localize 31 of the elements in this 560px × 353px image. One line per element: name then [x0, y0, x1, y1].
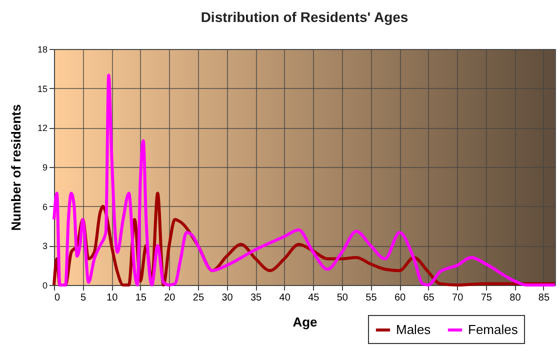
x-tick-label: 60: [394, 292, 406, 304]
x-tick-label: 80: [510, 292, 522, 304]
y-tick-label: 6: [42, 202, 48, 212]
x-tick-label: 75: [480, 292, 492, 304]
x-tick-label: 15: [135, 292, 147, 304]
x-tick-label: 20: [164, 292, 176, 304]
x-tick-label: 55: [366, 292, 378, 304]
x-tick-label: 35: [250, 292, 262, 304]
x-tick-label: 65: [423, 292, 435, 304]
x-tick-label: 70: [452, 292, 464, 304]
y-tick-label: 12: [37, 123, 48, 134]
y-tick-label: 15: [37, 84, 48, 94]
x-axis-title: Age: [292, 314, 318, 330]
line-series: [52, 74, 556, 286]
x-tick-label: 5: [80, 292, 87, 304]
x-tick-label: 10: [106, 292, 118, 304]
y-tick-label: 18: [37, 44, 48, 54]
x-tick-label: 45: [308, 292, 320, 304]
x-tick-label: 85: [538, 292, 550, 304]
chart-title: Distribution of Residents' Ages: [200, 9, 408, 25]
y-axis-title: Number of residents: [8, 104, 24, 231]
legend-label: Females: [468, 322, 518, 337]
y-tick-label: 0: [42, 280, 48, 290]
x-tick-label: 50: [336, 292, 348, 304]
x-tick-label: 40: [279, 292, 291, 304]
x-tick-label: 0: [54, 292, 60, 304]
y-tick-label: 9: [42, 162, 48, 172]
y-tick-label: 3: [42, 241, 48, 252]
legend-label: Males: [396, 322, 432, 337]
x-tick-label: 30: [222, 292, 234, 304]
x-tick-label: 25: [192, 292, 204, 304]
